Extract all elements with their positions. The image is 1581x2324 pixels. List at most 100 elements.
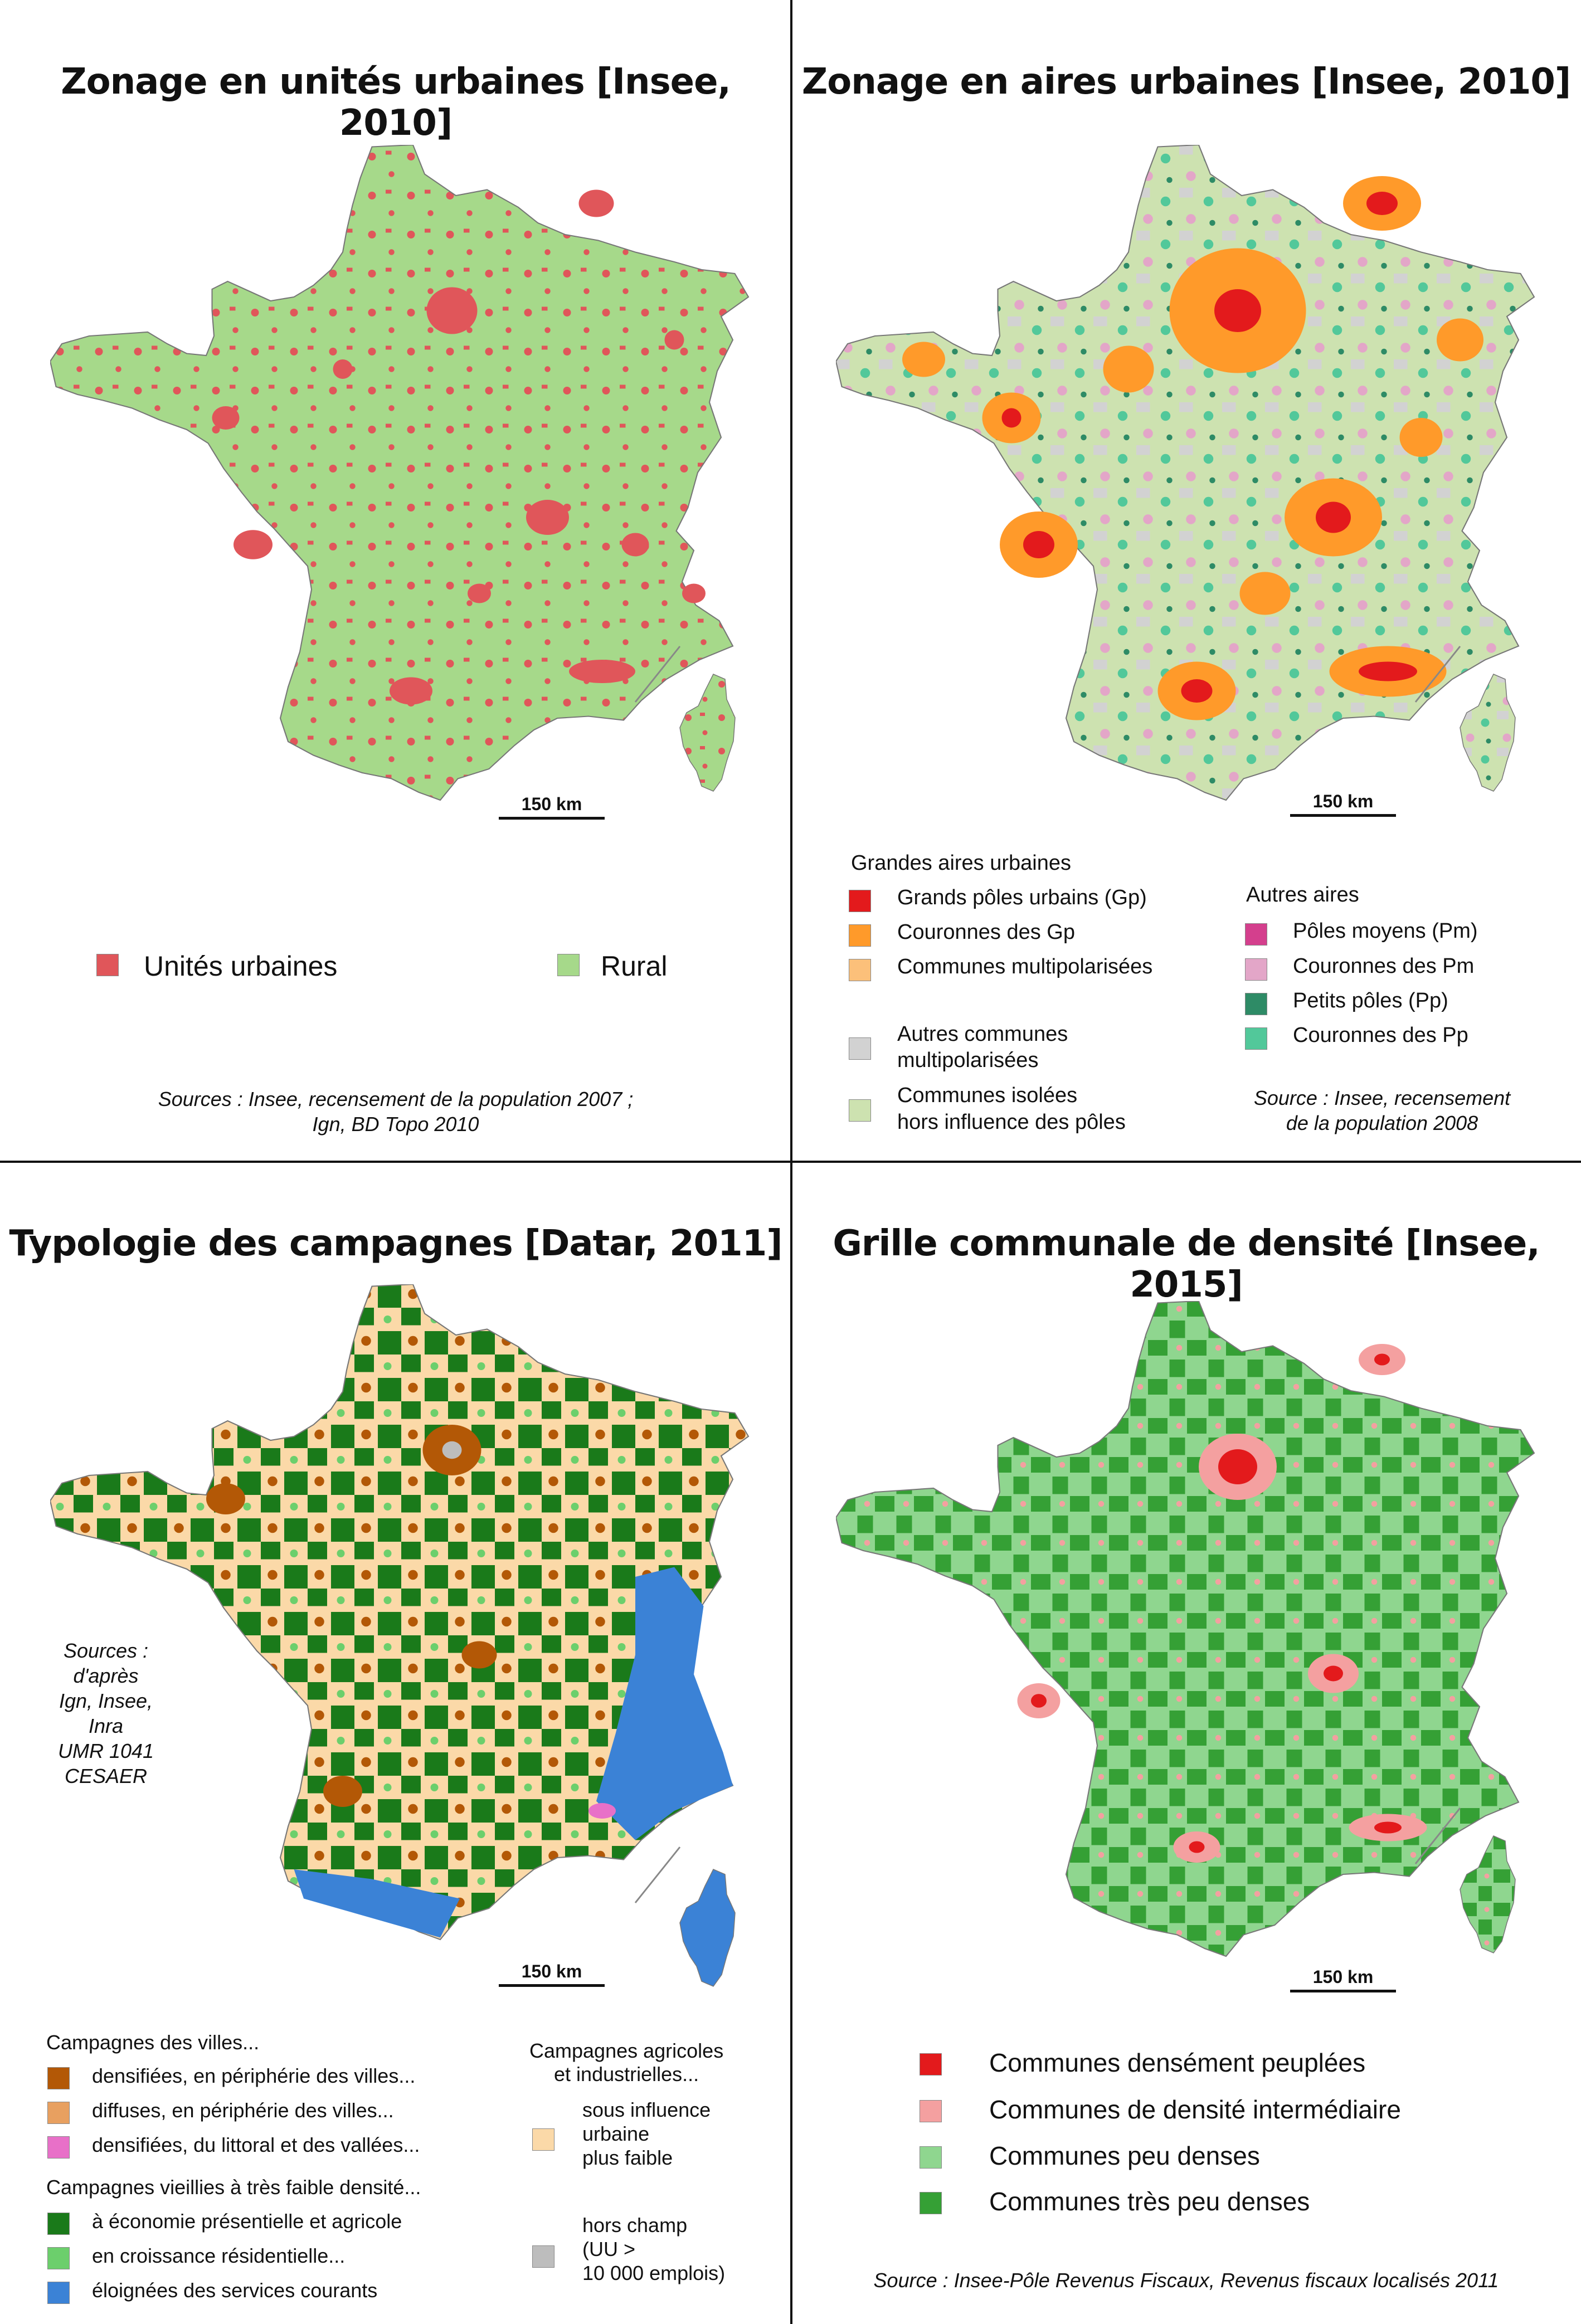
scale-label: 150 km xyxy=(1312,791,1374,811)
legend-group-campagnes-agricoles: Campagnes agricoles et industrielles... xyxy=(529,2039,723,2086)
legend-swatch-eloignees-services xyxy=(47,2282,70,2304)
source-note: Sources : Insee, recensement de la popul… xyxy=(0,1087,791,1137)
scale-line xyxy=(499,1984,605,1987)
legend-line: plus faible xyxy=(582,2146,673,2170)
legend-group-campagnes-villes: Campagnes des villes... xyxy=(46,2031,260,2054)
legend-label: densifiées, du littoral et des vallées..… xyxy=(92,2133,420,2156)
source-line: Sources : xyxy=(63,1639,149,1662)
panel-title: Typologie des campagnes [Datar, 2011] xyxy=(9,1223,783,1264)
legend-label: Communes multipolarisées xyxy=(897,955,1153,978)
legend-line: (UU > xyxy=(582,2238,636,2261)
scale-bar: 150 km xyxy=(1290,1967,1396,1992)
legend-label: multipolarisées xyxy=(897,1049,1039,1072)
legend-line: urbaine xyxy=(582,2122,650,2146)
legend-swatch-grands-poles xyxy=(849,890,871,912)
legend-label-multiline: hors champ (UU > 10 000 emplois) xyxy=(582,2213,725,2286)
source-line: Sources : Insee, recensement de la popul… xyxy=(158,1088,634,1110)
source-line: Inra xyxy=(88,1714,124,1737)
source-line: UMR 1041 xyxy=(57,1740,154,1762)
legend-label: éloignées des services courants xyxy=(92,2279,378,2302)
legend-swatch-sous-influence-urbaine xyxy=(532,2128,554,2151)
legend-label: Petits pôles (Pp) xyxy=(1293,989,1448,1012)
scale-line xyxy=(1290,814,1396,817)
source-line: Source : Insee, recensement xyxy=(1253,1087,1511,1109)
legend-swatch-unites-urbaines xyxy=(96,954,119,976)
map-france-unites-urbaines xyxy=(50,145,750,801)
legend-group-campagnes-vieillies: Campagnes vieillies à très faible densit… xyxy=(46,2176,421,2199)
scale-line xyxy=(1290,1990,1396,1992)
panel-divider-horizontal xyxy=(0,1161,1581,1163)
legend-label: Unités urbaines xyxy=(144,951,338,982)
legend-label: Communes de densité intermédiaire xyxy=(989,2095,1401,2124)
legend-label: Communes très peu denses xyxy=(989,2187,1310,2216)
legend-label: à économie présentielle et agricole xyxy=(92,2210,402,2233)
legend-label: Communes isolées xyxy=(897,1084,1078,1107)
legend-swatch-couronnes-pp xyxy=(1245,1027,1267,1050)
panel-unites-urbaines: Zonage en unités urbaines [Insee, 2010] xyxy=(0,0,791,1162)
legend-swatch-densite-intermediaire xyxy=(920,2100,942,2122)
legend-label: Couronnes des Pm xyxy=(1293,954,1475,978)
legend-swatch-diffuses-peripherie xyxy=(47,2102,70,2124)
legend-label: hors influence des pôles xyxy=(897,1110,1126,1134)
map-france-grille-densite xyxy=(836,1301,1535,1957)
legend-swatch-communes-isolees xyxy=(849,1099,871,1122)
panel-grille-densite: Grille communale de densité [Insee, 2015… xyxy=(791,1162,1581,2324)
legend-swatch-poles-moyens xyxy=(1245,923,1267,946)
legend-group-line: Campagnes agricoles xyxy=(529,2039,724,2062)
legend-swatch-couronnes-pm xyxy=(1245,958,1267,981)
paris-urban-area xyxy=(426,287,478,334)
scale-line xyxy=(499,817,605,820)
scale-bar: 150 km xyxy=(499,1961,605,1987)
legend-swatch-couronnes-gp xyxy=(849,924,871,947)
legend-group-autres-aires: Autres aires xyxy=(1246,883,1359,907)
legend-line: sous influence xyxy=(582,2098,711,2121)
legend-label: Couronnes des Pp xyxy=(1293,1024,1468,1047)
legend-group-grandes-aires: Grandes aires urbaines xyxy=(851,851,1071,875)
source-note: Source : Insee-Pôle Revenus Fiscaux, Rev… xyxy=(873,2269,1499,2292)
legend-label: Couronnes des Gp xyxy=(897,920,1075,944)
legend-swatch-economie-presentielle xyxy=(47,2213,70,2235)
source-line: d'après xyxy=(73,1664,139,1687)
source-line: Ign, BD Topo 2010 xyxy=(312,1113,479,1136)
source-line: Ign, Insee, xyxy=(59,1689,153,1712)
legend-label: Rural xyxy=(601,951,668,982)
panel-title: Grille communale de densité [Insee, 2015… xyxy=(833,1223,1540,1305)
legend-label: Pôles moyens (Pm) xyxy=(1293,919,1478,943)
legend-label: en croissance résidentielle... xyxy=(92,2244,346,2267)
legend-label: Grands pôles urbains (Gp) xyxy=(897,886,1147,909)
map-france-typologie-campagnes xyxy=(50,1284,750,1987)
legend-line: hors champ xyxy=(582,2214,688,2237)
legend-group-line: et industrielles... xyxy=(554,2063,699,2086)
panel-title: Zonage en aires urbaines [Insee, 2010] xyxy=(801,61,1571,103)
legend-line: 10 000 emplois) xyxy=(582,2262,726,2285)
legend-label: densifiées, en périphérie des villes... xyxy=(92,2064,416,2087)
scale-bar: 150 km xyxy=(499,794,605,820)
source-line: de la population 2008 xyxy=(1286,1112,1478,1134)
legend-label: diffuses, en périphérie des villes... xyxy=(92,2099,394,2122)
legend-label: Communes densément peuplées xyxy=(989,2048,1366,2077)
legend-label-multiline: sous influence urbaine plus faible xyxy=(582,2098,711,2170)
legend-swatch-multipolarisees xyxy=(849,959,871,981)
source-note: Source : Insee, recensement de la popula… xyxy=(1215,1085,1549,1136)
legend-swatch-peu-denses xyxy=(920,2146,942,2169)
legend-label: Communes peu denses xyxy=(989,2141,1260,2170)
legend-swatch-autres-multipolarisees xyxy=(849,1037,871,1060)
legend-swatch-densement-peuplees xyxy=(920,2053,942,2075)
scale-label: 150 km xyxy=(1312,1967,1374,1987)
panel-title: Zonage en unités urbaines [Insee, 2010] xyxy=(61,61,731,144)
map-france-aires-urbaines xyxy=(836,145,1535,801)
legend-label: Autres communes xyxy=(897,1022,1068,1046)
panel-typologie-campagnes: Typologie des campagnes [Datar, 2011] So… xyxy=(0,1162,791,2324)
legend-swatch-littoral-vallees xyxy=(47,2136,70,2159)
source-note: Sources : d'après Ign, Insee, Inra UMR 1… xyxy=(33,1638,178,1789)
legend-swatch-croissance-residentielle xyxy=(47,2247,70,2269)
panel-aires-urbaines: Zonage en aires urbaines [Insee, 2010] xyxy=(791,0,1581,1162)
scale-label: 150 km xyxy=(521,794,582,814)
legend-swatch-tres-peu-denses xyxy=(920,2192,942,2214)
legend-swatch-petits-poles xyxy=(1245,993,1267,1015)
legend-swatch-hors-champ xyxy=(532,2245,554,2268)
scale-label: 150 km xyxy=(521,1961,582,1981)
source-line: CESAER xyxy=(64,1765,148,1787)
legend-swatch-densifiees-peripherie xyxy=(47,2067,70,2089)
scale-bar: 150 km xyxy=(1290,791,1396,817)
